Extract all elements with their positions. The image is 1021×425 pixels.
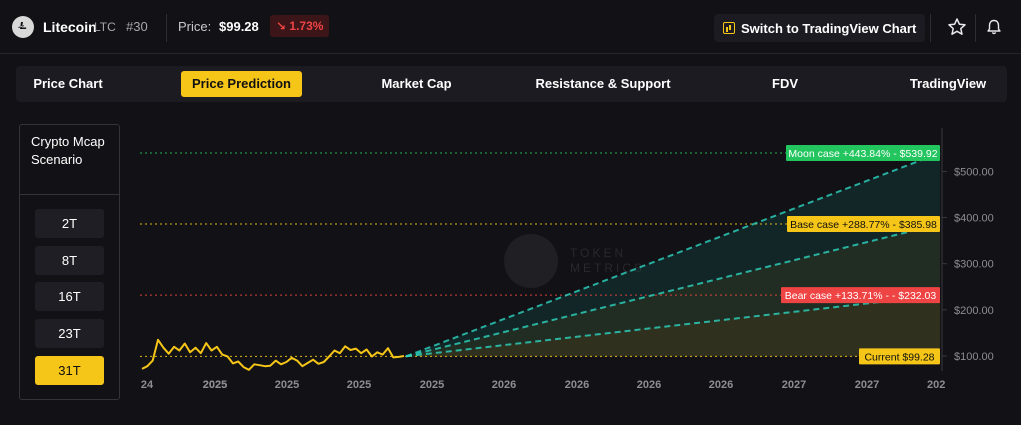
x-tick-label: 24 — [141, 379, 154, 391]
scenario-2t-button[interactable]: 2T — [35, 209, 104, 238]
price-history-line — [141, 338, 405, 371]
coin-rank: #30 — [126, 19, 148, 34]
mcap-scenario-panel: Crypto Mcap Scenario 2T 8T 16T 23T 31T — [19, 124, 120, 400]
x-tick-label: 2027 — [782, 379, 806, 391]
y-tick-label: $400.00 — [954, 213, 994, 225]
scenario-label: Bear case +133.71% - - $232.03 — [785, 290, 937, 302]
price-prediction-svg: TOKEN METRICS $500.00 $400.00 $300.00 $200.00… — [140, 128, 994, 391]
header-divider — [975, 14, 976, 42]
watermark-logo-icon — [504, 234, 558, 288]
litecoin-logo-icon — [12, 16, 34, 38]
chart-tabs: Price Chart Price Prediction Market Cap … — [16, 66, 1007, 102]
tab-tradingview[interactable]: TradingView — [909, 76, 987, 91]
star-icon[interactable] — [947, 17, 967, 37]
y-tick-label: $100.00 — [954, 351, 994, 363]
scenario-label: Current $99.28 — [864, 351, 934, 363]
scenario-label-box — [786, 144, 940, 161]
token-metrics-watermark: TOKEN METRICS — [504, 234, 645, 288]
x-tick-label: 202 — [927, 379, 945, 391]
header-divider — [166, 14, 167, 42]
bell-icon[interactable] — [984, 17, 1004, 37]
header-divider — [930, 14, 931, 42]
switch-to-tradingview-label: Switch to TradingView Chart — [741, 20, 917, 36]
tab-resistance-support[interactable]: Resistance & Support — [535, 76, 671, 91]
x-tick-label: 2026 — [709, 379, 733, 391]
y-tick-label: $200.00 — [954, 305, 994, 317]
y-tick-label: $300.00 — [954, 259, 994, 271]
tab-price-prediction[interactable]: Price Prediction — [181, 71, 302, 97]
scenario-label: Base case +288.77% - $385.98 — [790, 219, 937, 231]
x-tick-label: 2025 — [347, 379, 371, 391]
x-tick-label: 2027 — [855, 379, 879, 391]
tab-fdv[interactable]: FDV — [772, 76, 798, 91]
scenario-label-box — [787, 216, 940, 233]
price-value: $99.28 — [219, 19, 259, 34]
price-prediction-chart: TOKEN METRICS $500.00 $400.00 $300.00 $200.00… — [130, 118, 1021, 403]
x-tick-label: 2026 — [565, 379, 589, 391]
scenario-label-box — [781, 287, 940, 304]
projection-line — [405, 223, 941, 358]
watermark-text: TOKEN METRICS — [570, 246, 645, 275]
tradingview-chart-icon — [723, 22, 735, 34]
switch-to-tradingview-button[interactable]: Switch to TradingView Chart — [714, 14, 926, 42]
x-tick-label: 2025 — [203, 379, 227, 391]
x-tick-label: 2025 — [420, 379, 444, 391]
y-tick-label: $500.00 — [954, 166, 994, 178]
x-tick-label: 2025 — [203, 379, 227, 391]
scenario-8t-button[interactable]: 8T — [35, 246, 104, 275]
coin-header: Litecoin LTC #30 Price: $99.28 ↘ 1.73% S… — [0, 0, 1021, 54]
scenario-23t-button[interactable]: 23T — [35, 319, 104, 348]
tab-price-chart[interactable]: Price Chart — [33, 76, 103, 91]
projection-line — [405, 152, 941, 358]
scenario-31t-button[interactable]: 31T — [35, 356, 104, 385]
tab-market-cap[interactable]: Market Cap — [381, 76, 452, 91]
x-tick-label: 2025 — [275, 379, 299, 391]
coin-name: Litecoin — [43, 19, 97, 35]
x-tick-label: 2026 — [637, 379, 661, 391]
panel-divider — [20, 194, 119, 195]
scenario-16t-button[interactable]: 16T — [35, 282, 104, 311]
coin-symbol: LTC — [94, 20, 116, 34]
scenario-label: Moon case +443.84% - $539.92 — [788, 148, 937, 160]
x-tick-label: 2026 — [492, 379, 516, 391]
price-change-badge: ↘ 1.73% — [270, 15, 330, 37]
price-label: Price: — [178, 19, 212, 34]
scenario-panel-title: Crypto Mcap Scenario — [31, 134, 105, 167]
scenario-label-box — [859, 348, 940, 365]
